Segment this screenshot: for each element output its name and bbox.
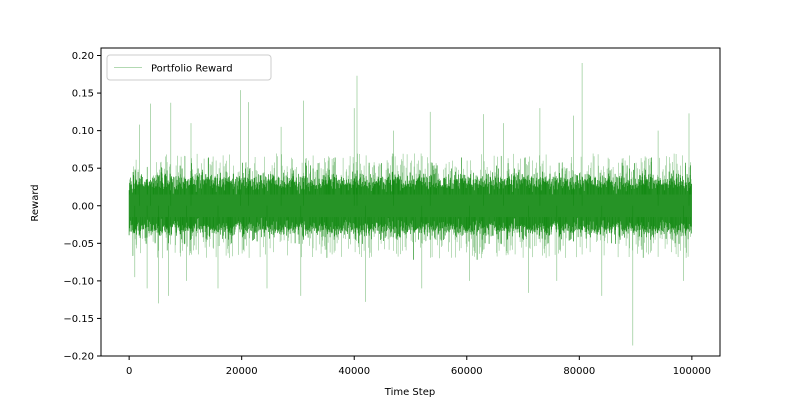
y-tick-label: −0.15 xyxy=(63,314,94,325)
y-tick-label: 0.05 xyxy=(72,164,94,175)
legend: Portfolio Reward xyxy=(106,54,272,81)
y-tick-label: 0.00 xyxy=(72,201,94,212)
y-tick-label: 0.10 xyxy=(72,126,94,137)
y-tick-label: 0.15 xyxy=(72,89,94,100)
reward-series-line xyxy=(128,157,692,260)
x-axis: 0 20000 40000 60000 80000 100000 xyxy=(126,356,711,377)
y-axis: −0.20 −0.15 −0.10 −0.05 0.00 0.05 0.10 0.15 0.20 xyxy=(63,51,101,363)
x-tick-label: 20000 xyxy=(226,366,258,377)
x-tick-label: 80000 xyxy=(563,366,595,377)
y-axis-label: Reward xyxy=(30,184,41,221)
plot-area xyxy=(128,63,692,346)
y-tick-label: −0.20 xyxy=(63,352,94,363)
x-axis-label: Time Step xyxy=(384,387,435,398)
legend-label-portfolio-reward: Portfolio Reward xyxy=(151,64,233,75)
x-tick-label: 40000 xyxy=(338,366,370,377)
x-tick-label: 0 xyxy=(126,366,132,377)
x-tick-label: 100000 xyxy=(673,366,711,377)
plot-frame xyxy=(100,47,721,357)
x-tick-label: 60000 xyxy=(451,366,483,377)
legend-box xyxy=(106,54,272,81)
y-tick-label: −0.10 xyxy=(63,276,94,287)
y-tick-label: −0.05 xyxy=(63,239,94,250)
y-tick-label: 0.20 xyxy=(72,51,94,62)
